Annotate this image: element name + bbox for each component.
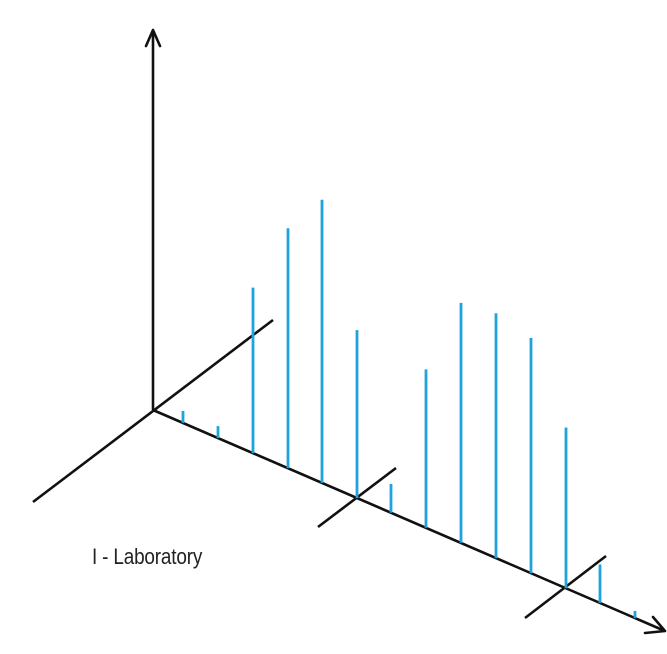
main-axis-arrowhead bbox=[643, 615, 667, 635]
peak-lines bbox=[181, 199, 637, 619]
main-axis bbox=[152, 408, 666, 633]
diagram-caption: I - Laboratory bbox=[92, 544, 203, 569]
vertical-axis-arrowhead bbox=[144, 28, 162, 48]
